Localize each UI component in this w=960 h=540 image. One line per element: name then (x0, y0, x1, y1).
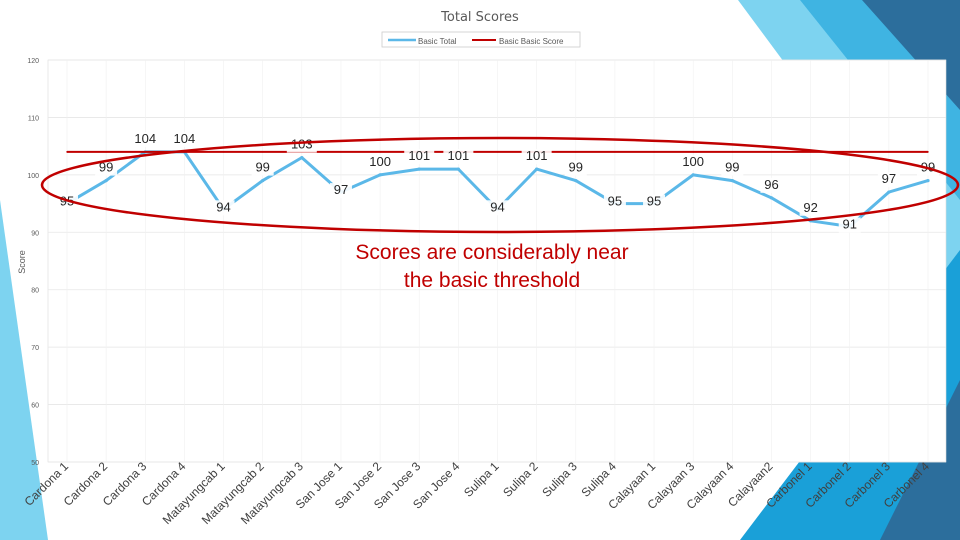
data-label: 104 (134, 131, 156, 146)
data-label-box (443, 149, 474, 165)
data-label-box (169, 131, 200, 147)
data-label-box (365, 154, 396, 170)
data-point-basic-score (692, 151, 694, 153)
data-label: 99 (255, 160, 269, 175)
data-point-basic-score (574, 151, 577, 153)
data-label-box (799, 200, 822, 216)
data-label-box (329, 183, 352, 199)
legend: Basic Total Basic Basic Score (381, 31, 581, 48)
deco-triangle-bottom-left (0, 200, 48, 540)
data-point-basic-total (378, 173, 382, 177)
data-label: 97 (334, 182, 348, 197)
data-point-basic-total (926, 179, 930, 183)
data-label-box (721, 160, 744, 176)
data-label-box (404, 149, 435, 165)
data-point-basic-score (222, 151, 225, 153)
data-label-box (877, 172, 900, 188)
data-label: 95 (608, 194, 622, 209)
data-label: 97 (882, 171, 896, 186)
data-label: 94 (216, 199, 230, 214)
data-point-basic-score (731, 151, 734, 153)
data-label: 91 (842, 217, 856, 232)
data-point-basic-total (417, 167, 421, 171)
annotation-text-line1: Scores are considerably near (355, 241, 628, 264)
data-point-basic-score (614, 151, 616, 153)
data-label-box (643, 194, 666, 210)
plot-area (47, 59, 947, 463)
annotation-ellipse (40, 136, 960, 234)
data-label-box (521, 149, 552, 165)
data-point-basic-total (456, 167, 460, 171)
y-tick-label: 60 (31, 403, 39, 410)
y-tick-label: 110 (28, 115, 39, 122)
x-tick-label: Sulipa 3 (539, 459, 580, 500)
y-tick-labels: 50 60 70 80 90 100 110 120 (27, 58, 39, 467)
legend-label-basic-total: Basic Total (418, 37, 457, 46)
data-point-basic-score (770, 151, 773, 153)
data-label: 94 (490, 199, 504, 214)
data-point-basic-score (66, 151, 68, 153)
y-tick-label: 90 (31, 230, 39, 237)
data-label: 101 (448, 148, 470, 163)
data-label: 96 (764, 177, 778, 192)
data-point-basic-total (691, 173, 695, 177)
data-point-basic-score (888, 151, 890, 153)
data-point-basic-score (653, 151, 655, 153)
data-point-basic-total (769, 196, 774, 200)
data-point-basic-total (730, 179, 734, 183)
y-tick-label: 70 (31, 345, 39, 352)
data-label-box (603, 194, 626, 210)
data-point-basic-score (379, 151, 381, 153)
data-label-box (486, 200, 509, 216)
data-point-basic-total (887, 190, 891, 194)
data-point-basic-total (104, 179, 108, 183)
data-point-basic-score (848, 151, 851, 153)
data-label-box (212, 200, 235, 216)
x-tick-label: Sulipa 2 (500, 459, 541, 500)
data-label: 92 (803, 200, 817, 215)
y-tick-label: 80 (31, 288, 39, 295)
data-point-basic-score (144, 151, 147, 153)
data-label: 103 (291, 137, 313, 152)
data-point-basic-score (927, 151, 929, 153)
y-tick-label: 120 (27, 58, 39, 65)
data-point-basic-score (105, 151, 107, 153)
data-point-basic-score (261, 151, 264, 153)
y-tick-label: 50 (31, 460, 39, 467)
data-label-box (760, 177, 783, 193)
data-label-box (251, 160, 274, 176)
data-point-basic-score (340, 151, 342, 153)
y-axis-label: Score (17, 250, 27, 274)
data-point-basic-total (300, 156, 304, 160)
data-label: 99 (725, 160, 739, 175)
data-point-basic-score (496, 151, 499, 153)
data-label-box (564, 160, 587, 176)
data-point-basic-total (574, 179, 578, 183)
legend-label-basic-score: Basic Basic Score (499, 37, 564, 46)
data-label-box (678, 154, 709, 170)
data-label: 95 (647, 194, 661, 209)
x-tick-label: Sulipa 1 (461, 459, 502, 500)
data-label: 100 (682, 154, 704, 169)
data-point-basic-total (535, 167, 539, 171)
y-tick-label: 100 (27, 173, 39, 180)
data-label: 104 (174, 131, 196, 146)
chart-title: Total Scores (440, 10, 519, 25)
data-label: 101 (526, 148, 548, 163)
data-label-box (95, 160, 118, 176)
data-point-basic-total (261, 179, 265, 183)
data-label: 99 (569, 160, 583, 175)
annotation-text-line2: the basic threshold (404, 269, 580, 292)
data-label-box (130, 131, 161, 147)
data-label: 99 (99, 160, 113, 175)
data-label: 100 (369, 154, 391, 169)
data-label: 101 (408, 148, 430, 163)
data-label-box (838, 217, 861, 233)
